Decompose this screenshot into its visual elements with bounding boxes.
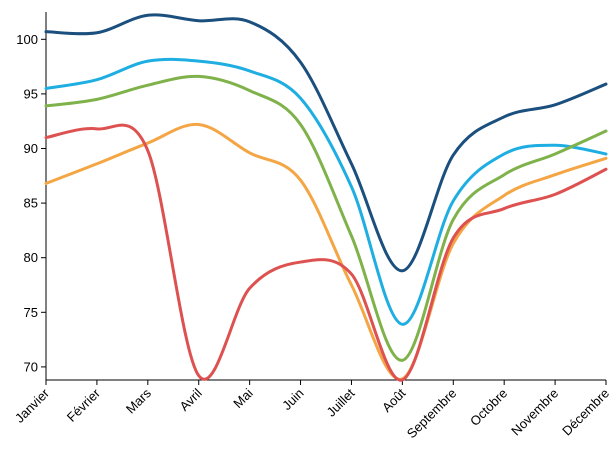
y-tick-label: 100 [16, 32, 38, 47]
x-tick-label: Juillet [323, 385, 357, 419]
x-axis: Janvier Février Mars Avril Mai Juin Juillet Aoû… [12, 379, 612, 442]
x-tick-label: Octobre [467, 386, 510, 429]
y-axis: 70 75 80 85 90 95 100 [16, 12, 47, 380]
y-tick-label: 95 [24, 86, 38, 101]
x-tick-label: Septembre [404, 386, 460, 442]
series-layer [44, 13, 608, 382]
series-line-2 [44, 57, 608, 326]
x-tick-label: Mai [230, 385, 255, 410]
x-tick-label: Février [64, 385, 104, 425]
x-tick-label: Mars [123, 385, 154, 416]
y-tick-label: 80 [24, 250, 38, 265]
x-tick-label: Juin [279, 386, 306, 413]
y-tick-label: 85 [24, 196, 38, 211]
series-line-3 [44, 74, 608, 362]
y-tick-label: 75 [24, 305, 38, 320]
y-tick-label: 70 [24, 359, 38, 374]
x-tick-label: Janvier [12, 385, 53, 426]
x-tick-label: Avril [177, 385, 205, 413]
series-line-5 [44, 123, 608, 382]
x-tick-label: Novembre [508, 386, 561, 439]
series-line-1 [44, 13, 608, 273]
x-tick-label: Août [379, 385, 409, 415]
series-line-4 [44, 122, 608, 381]
x-tick-label: Décembre [559, 386, 612, 439]
y-tick-label: 90 [24, 141, 38, 156]
